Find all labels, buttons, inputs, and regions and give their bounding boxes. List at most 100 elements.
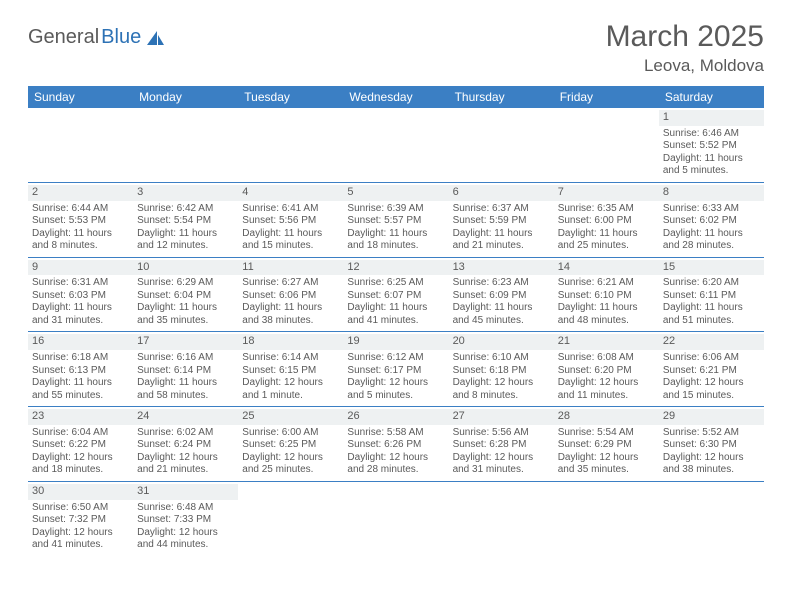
weekday-header: Thursday [449,86,554,108]
daynum: 11 [238,260,343,276]
sunrise-line: Sunrise: 6:00 AM [242,427,339,440]
daynum-empty [238,110,343,126]
daylight-line: Daylight: 11 hours and 58 minutes. [137,377,234,402]
sunset-line: Sunset: 6:24 PM [137,439,234,452]
sunrise-line: Sunrise: 6:18 AM [32,352,129,365]
sunset-line: Sunset: 5:53 PM [32,215,129,228]
daynum: 16 [28,334,133,350]
daylight-line: Daylight: 11 hours and 8 minutes. [32,228,129,253]
sunrise-line: Sunrise: 5:56 AM [453,427,550,440]
daynum: 31 [133,484,238,500]
daynum: 26 [343,409,448,425]
daynum: 6 [449,185,554,201]
calendar-cell: 26Sunrise: 5:58 AMSunset: 6:26 PMDayligh… [343,407,448,482]
logo-text-blue: Blue [101,26,141,49]
sunset-line: Sunset: 6:09 PM [453,290,550,303]
daynum: 15 [659,260,764,276]
calendar-cell: 19Sunrise: 6:12 AMSunset: 6:17 PMDayligh… [343,332,448,407]
logo-text-general: General [28,26,99,49]
calendar-cell [343,481,448,555]
daylight-line: Daylight: 12 hours and 21 minutes. [137,452,234,477]
sunrise-line: Sunrise: 6:10 AM [453,352,550,365]
weekday-header: Saturday [659,86,764,108]
sunrise-line: Sunrise: 5:58 AM [347,427,444,440]
sunset-line: Sunset: 5:52 PM [663,140,760,153]
daylight-line: Daylight: 11 hours and 31 minutes. [32,302,129,327]
sunset-line: Sunset: 6:03 PM [32,290,129,303]
sunrise-line: Sunrise: 6:46 AM [663,128,760,141]
daylight-line: Daylight: 12 hours and 31 minutes. [453,452,550,477]
sunrise-line: Sunrise: 6:04 AM [32,427,129,440]
calendar-body: 1Sunrise: 6:46 AMSunset: 5:52 PMDaylight… [28,108,764,556]
sunrise-line: Sunrise: 6:20 AM [663,277,760,290]
calendar-cell [343,108,448,182]
daylight-line: Daylight: 11 hours and 28 minutes. [663,228,760,253]
calendar-row: 1Sunrise: 6:46 AMSunset: 5:52 PMDaylight… [28,108,764,182]
sunset-line: Sunset: 6:04 PM [137,290,234,303]
sunset-line: Sunset: 6:18 PM [453,365,550,378]
calendar-cell: 21Sunrise: 6:08 AMSunset: 6:20 PMDayligh… [554,332,659,407]
daynum: 10 [133,260,238,276]
daynum: 9 [28,260,133,276]
daynum-empty [28,110,133,126]
calendar-page: GeneralBlue March 2025 Leova, Moldova Su… [0,0,792,576]
calendar-cell: 25Sunrise: 6:00 AMSunset: 6:25 PMDayligh… [238,407,343,482]
calendar-row: 16Sunrise: 6:18 AMSunset: 6:13 PMDayligh… [28,332,764,407]
daynum: 4 [238,185,343,201]
calendar-cell: 22Sunrise: 6:06 AMSunset: 6:21 PMDayligh… [659,332,764,407]
daylight-line: Daylight: 11 hours and 18 minutes. [347,228,444,253]
daylight-line: Daylight: 11 hours and 48 minutes. [558,302,655,327]
sunrise-line: Sunrise: 6:02 AM [137,427,234,440]
daynum-empty [554,484,659,500]
weekday-row: SundayMondayTuesdayWednesdayThursdayFrid… [28,86,764,108]
calendar-cell: 8Sunrise: 6:33 AMSunset: 6:02 PMDaylight… [659,182,764,257]
daylight-line: Daylight: 11 hours and 55 minutes. [32,377,129,402]
calendar-cell: 17Sunrise: 6:16 AMSunset: 6:14 PMDayligh… [133,332,238,407]
daylight-line: Daylight: 11 hours and 21 minutes. [453,228,550,253]
calendar-row: 2Sunrise: 6:44 AMSunset: 5:53 PMDaylight… [28,182,764,257]
calendar-cell: 9Sunrise: 6:31 AMSunset: 6:03 PMDaylight… [28,257,133,332]
calendar-cell: 27 Sunrise: 5:56 AMSunset: 6:28 PMDayligh… [449,407,554,482]
daylight-line: Daylight: 12 hours and 5 minutes. [347,377,444,402]
sunset-line: Sunset: 7:32 PM [32,514,129,527]
daynum: 19 [343,334,448,350]
daynum-empty [133,110,238,126]
daylight-line: Daylight: 12 hours and 25 minutes. [242,452,339,477]
daynum: 2 [28,185,133,201]
calendar-cell: 23Sunrise: 6:04 AMSunset: 6:22 PMDayligh… [28,407,133,482]
calendar-cell: 7Sunrise: 6:35 AMSunset: 6:00 PMDaylight… [554,182,659,257]
sunset-line: Sunset: 6:28 PM [453,439,550,452]
calendar-row: 23Sunrise: 6:04 AMSunset: 6:22 PMDayligh… [28,407,764,482]
daylight-line: Daylight: 11 hours and 38 minutes. [242,302,339,327]
daynum: 14 [554,260,659,276]
sunrise-line: Sunrise: 6:39 AM [347,203,444,216]
sunrise-line: Sunrise: 6:42 AM [137,203,234,216]
calendar-cell: 28Sunrise: 5:54 AMSunset: 6:29 PMDayligh… [554,407,659,482]
sunset-line: Sunset: 6:10 PM [558,290,655,303]
weekday-header: Monday [133,86,238,108]
calendar-cell: 13Sunrise: 6:23 AMSunset: 6:09 PMDayligh… [449,257,554,332]
daynum: 29 [659,409,764,425]
location: Leova, Moldova [606,56,764,76]
logo: GeneralBlue [28,20,165,49]
calendar-cell: 1Sunrise: 6:46 AMSunset: 5:52 PMDaylight… [659,108,764,182]
sunset-line: Sunset: 6:26 PM [347,439,444,452]
calendar-cell: 12Sunrise: 6:25 AMSunset: 6:07 PMDayligh… [343,257,448,332]
daynum: 8 [659,185,764,201]
daynum: 27 [449,409,554,425]
daylight-line: Daylight: 12 hours and 44 minutes. [137,527,234,552]
sunset-line: Sunset: 6:02 PM [663,215,760,228]
sunset-line: Sunset: 6:07 PM [347,290,444,303]
daynum: 7 [554,185,659,201]
calendar-cell: 11Sunrise: 6:27 AMSunset: 6:06 PMDayligh… [238,257,343,332]
sunset-line: Sunset: 6:15 PM [242,365,339,378]
daynum-empty [554,110,659,126]
sunset-line: Sunset: 6:22 PM [32,439,129,452]
daynum: 17 [133,334,238,350]
daynum-empty [449,110,554,126]
sunrise-line: Sunrise: 6:08 AM [558,352,655,365]
sunset-line: Sunset: 6:17 PM [347,365,444,378]
sunrise-line: Sunrise: 6:27 AM [242,277,339,290]
calendar-cell [554,481,659,555]
sunrise-line: Sunrise: 6:25 AM [347,277,444,290]
